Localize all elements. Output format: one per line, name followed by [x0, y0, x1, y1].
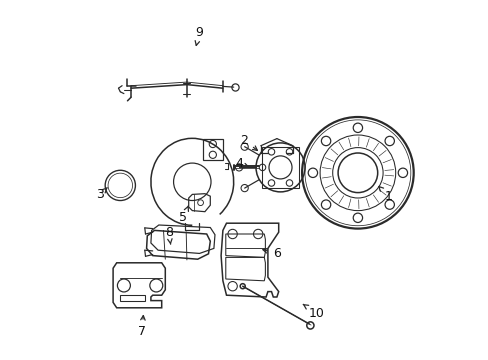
Text: 4: 4 — [235, 157, 248, 170]
Text: 3: 3 — [96, 188, 107, 201]
Text: 6: 6 — [263, 247, 280, 260]
Text: 8: 8 — [164, 226, 173, 244]
Text: 2: 2 — [240, 134, 257, 150]
Text: 1: 1 — [378, 186, 392, 203]
Text: 9: 9 — [195, 26, 203, 45]
Text: 10: 10 — [303, 305, 324, 320]
Text: 7: 7 — [138, 316, 145, 338]
Text: 5: 5 — [179, 206, 188, 224]
